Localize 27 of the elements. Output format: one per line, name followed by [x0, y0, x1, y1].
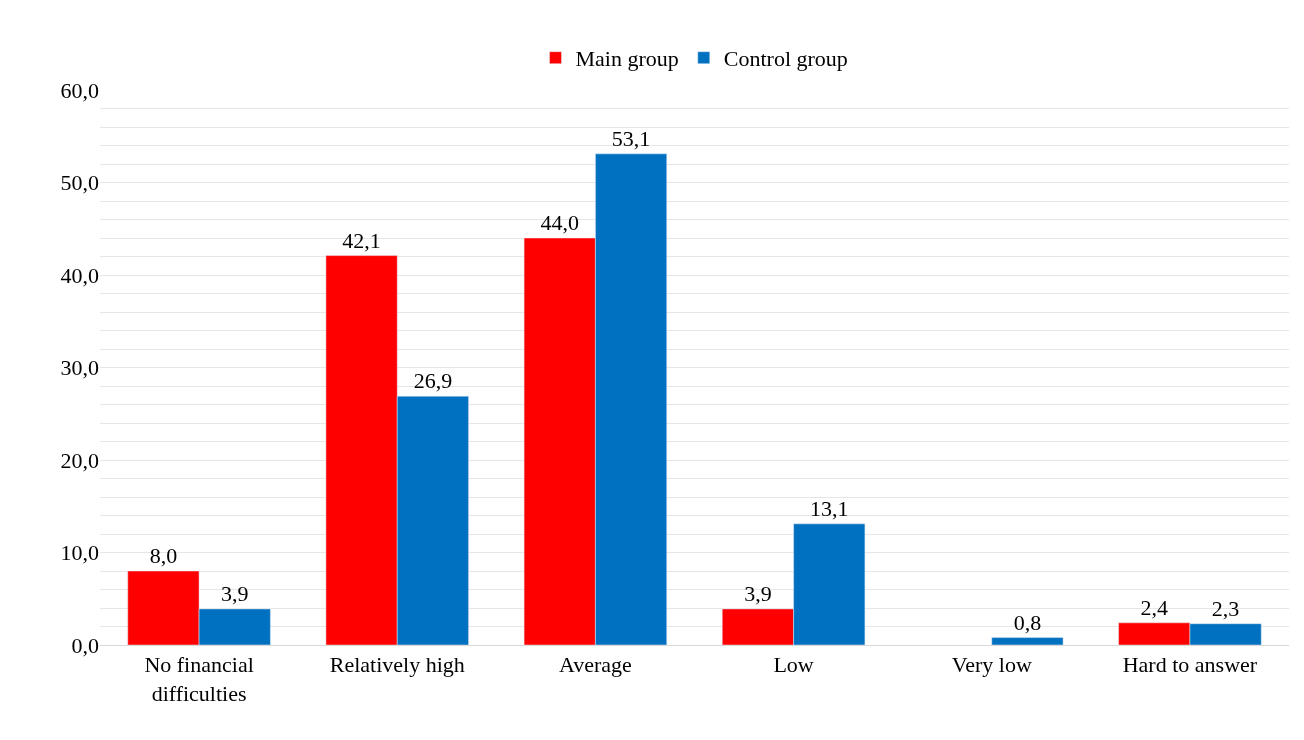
data-label: 26,9: [413, 368, 453, 394]
legend-label: Main group: [575, 46, 679, 72]
y-tick-label: 0,0: [71, 632, 99, 658]
x-tick-label: Very low: [951, 652, 1032, 678]
y-tick-label: 30,0: [60, 355, 99, 381]
data-label: 8,0: [149, 543, 178, 568]
data-label: 44,0: [540, 210, 579, 235]
data-label: 42,1: [342, 227, 381, 253]
y-tick-label: 40,0: [60, 262, 99, 288]
y-tick-label: 50,0: [60, 170, 99, 196]
data-label: 3,9: [744, 580, 772, 606]
data-label: 2,3: [1211, 595, 1240, 621]
data-label: 13,1: [810, 495, 849, 521]
data-label: 53,1: [611, 125, 651, 151]
y-tick-label: 20,0: [60, 447, 99, 473]
legend-label: Control group: [723, 46, 848, 72]
bar: [991, 637, 1064, 645]
x-tick-label: Average: [558, 652, 632, 678]
x-tick-label: Hard to answer: [1122, 652, 1258, 678]
y-tick-label: 60,0: [60, 77, 99, 103]
y-tick-label: 10,0: [60, 540, 99, 566]
data-label: 3,9: [221, 580, 249, 606]
x-tick-label: Low: [773, 652, 814, 678]
x-tick-label: No financial difficulties: [144, 652, 254, 706]
data-label: 0,8: [1013, 609, 1042, 635]
data-label: 2,4: [1140, 594, 1168, 620]
x-tick-label: Relatively high: [329, 652, 465, 678]
